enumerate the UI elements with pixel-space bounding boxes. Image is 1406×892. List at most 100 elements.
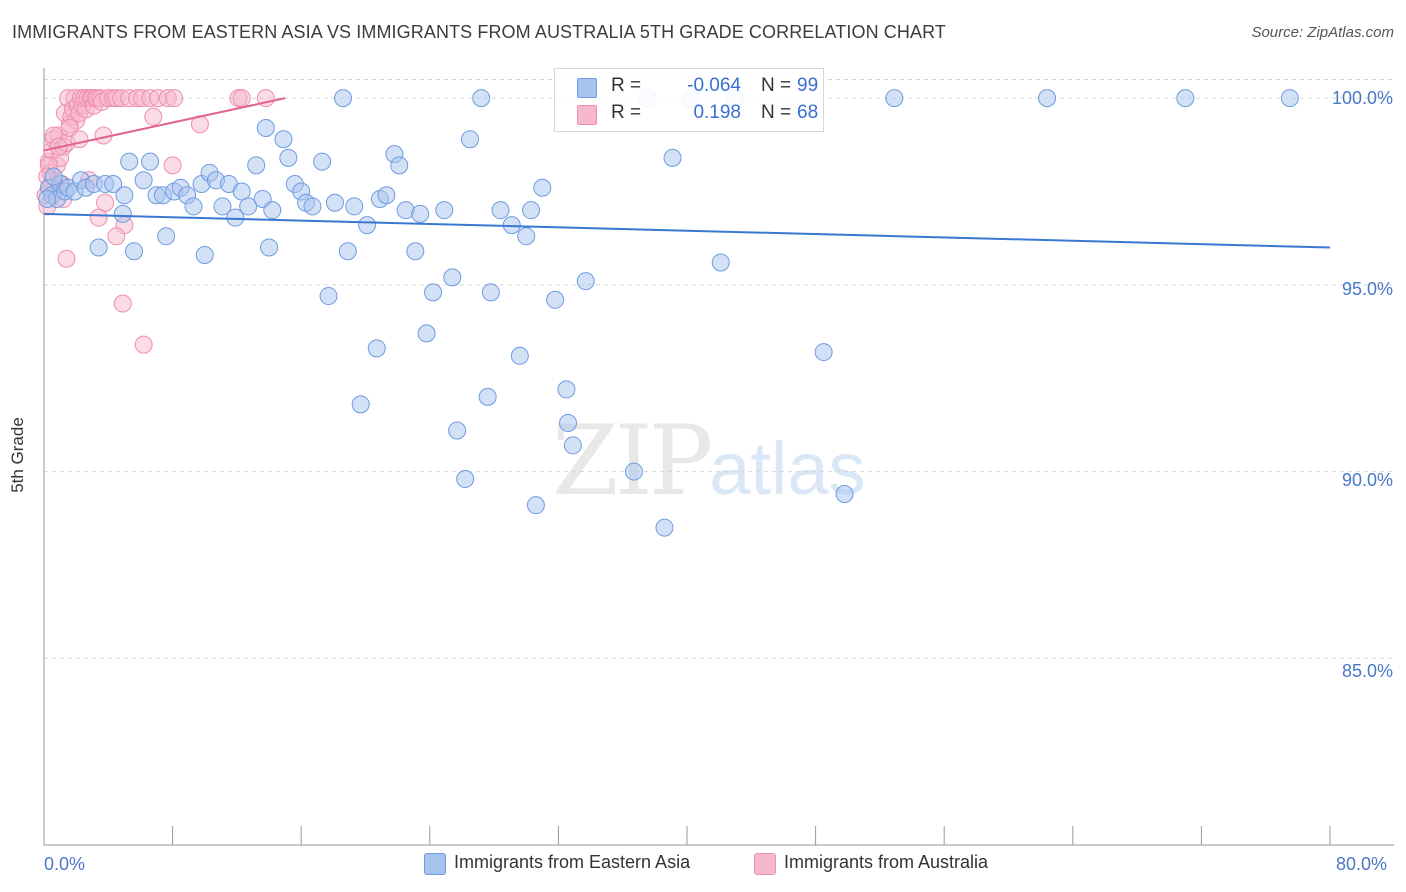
australia-point: [89, 208, 108, 227]
eastern-asia-point: [313, 152, 332, 171]
legend-n-value: 99: [797, 75, 819, 96]
eastern-asia-point: [184, 197, 203, 216]
source-label: Source: ZipAtlas.com: [1251, 24, 1394, 41]
eastern-asia-point: [517, 227, 536, 246]
eastern-asia-point: [195, 245, 214, 264]
eastern-asia-point: [557, 380, 576, 399]
eastern-asia-point: [115, 186, 134, 205]
x-tick-label-max: 80.0%: [1336, 854, 1388, 874]
australia-point: [165, 89, 184, 108]
x-tick-label-min: 0.0%: [44, 854, 86, 874]
eastern-asia-point: [390, 156, 409, 175]
eastern-asia-point: [125, 242, 144, 261]
y-tick-label-100: 100.0%: [1331, 88, 1393, 108]
eastern-asia-point: [367, 339, 386, 358]
australia-point: [96, 193, 115, 212]
eastern-asia-point: [104, 175, 123, 194]
correlation-legend: R = -0.064 N = 99 R = 0.198 N = 68: [554, 68, 824, 132]
legend-r-label: R =: [611, 102, 642, 123]
series-eastern-asia-points: [38, 89, 1299, 537]
y-tick-label-85: 85.0%: [1341, 661, 1393, 681]
trend-lines: [43, 97, 1331, 249]
australia-point: [232, 89, 251, 108]
eastern-asia-point: [338, 242, 357, 261]
eastern-asia-point: [157, 227, 176, 246]
eastern-asia-point: [522, 201, 541, 220]
eastern-asia-point: [358, 216, 377, 235]
eastern-asia-point: [260, 238, 279, 257]
eastern-asia-point: [274, 130, 293, 149]
eastern-asia-point: [424, 283, 443, 302]
australia-point: [57, 249, 76, 268]
bottom-legend-swatch-blue: [424, 853, 446, 875]
watermark: ZIPatlas: [552, 405, 866, 517]
eastern-asia-point: [44, 167, 63, 186]
australia-point: [107, 227, 126, 246]
eastern-asia-point: [526, 496, 545, 515]
eastern-asia-point: [885, 89, 904, 108]
eastern-asia-point: [1176, 89, 1195, 108]
eastern-asia-point: [239, 197, 258, 216]
eastern-asia-point: [1038, 89, 1057, 108]
eastern-asia-point: [38, 189, 57, 208]
eastern-asia-point: [456, 470, 475, 489]
eastern-asia-point: [377, 186, 396, 205]
eastern-asia-point: [563, 436, 582, 455]
eastern-asia-point: [533, 178, 552, 197]
eastern-asia-point: [256, 119, 275, 138]
eastern-asia-point: [655, 518, 674, 537]
eastern-asia-point: [303, 197, 322, 216]
eastern-asia-point: [481, 283, 500, 302]
watermark-zip: ZIP: [552, 405, 713, 517]
eastern-asia-point: [448, 421, 467, 440]
bottom-legend-label: Immigrants from Eastern Asia: [454, 852, 691, 872]
chart-title: IMMIGRANTS FROM EASTERN ASIA VS IMMIGRAN…: [12, 22, 946, 42]
eastern-asia-point: [279, 148, 298, 167]
legend-r-label: R =: [611, 75, 642, 96]
eastern-asia-point: [319, 287, 338, 306]
eastern-asia-point: [814, 343, 833, 362]
eastern-asia-point: [443, 268, 462, 287]
eastern-asia-point: [472, 89, 491, 108]
eastern-asia-point: [417, 324, 436, 343]
eastern-asia-point: [711, 253, 730, 272]
bottom-legend-swatch-pink: [754, 853, 776, 875]
eastern-asia-point: [351, 395, 370, 414]
eastern-asia-point: [576, 272, 595, 291]
y-tick-label-90: 90.0%: [1341, 470, 1393, 490]
eastern-asia-point: [559, 414, 578, 433]
eastern-asia-point: [411, 204, 430, 223]
eastern-asia-point: [546, 290, 565, 309]
eastern-asia-point: [89, 238, 108, 257]
eastern-asia-point: [835, 484, 854, 503]
eastern-asia-point: [478, 387, 497, 406]
eastern-asia-point: [333, 89, 352, 108]
eastern-asia-point: [232, 182, 251, 201]
series-australia-points: [36, 89, 275, 354]
legend-swatch-blue: [577, 78, 597, 98]
bottom-legend-label: Immigrants from Australia: [784, 852, 989, 872]
legend-r-value: -0.064: [687, 75, 741, 96]
eastern-asia-point: [435, 201, 454, 220]
eastern-asia-point: [120, 152, 139, 171]
trend-line-eastern-asia: [43, 212, 1331, 249]
grid-lines: [44, 78, 1394, 659]
eastern-asia-point: [226, 208, 245, 227]
eastern-asia-point: [1280, 89, 1299, 108]
y-axis-label: 5th Grade: [8, 417, 27, 493]
trend-line-australia: [43, 97, 286, 152]
eastern-asia-point: [624, 462, 643, 481]
legend-r-value: 0.198: [693, 102, 741, 123]
legend-swatch-pink: [577, 105, 597, 125]
australia-point: [70, 130, 89, 149]
eastern-asia-point: [406, 242, 425, 261]
eastern-asia-point: [491, 201, 510, 220]
eastern-asia-point: [134, 171, 153, 190]
australia-point: [144, 107, 163, 126]
eastern-asia-point: [663, 148, 682, 167]
australia-point: [134, 335, 153, 354]
legend-n-value: 68: [797, 102, 819, 123]
eastern-asia-point: [510, 346, 529, 365]
eastern-asia-point: [460, 130, 479, 149]
eastern-asia-point: [247, 156, 266, 175]
